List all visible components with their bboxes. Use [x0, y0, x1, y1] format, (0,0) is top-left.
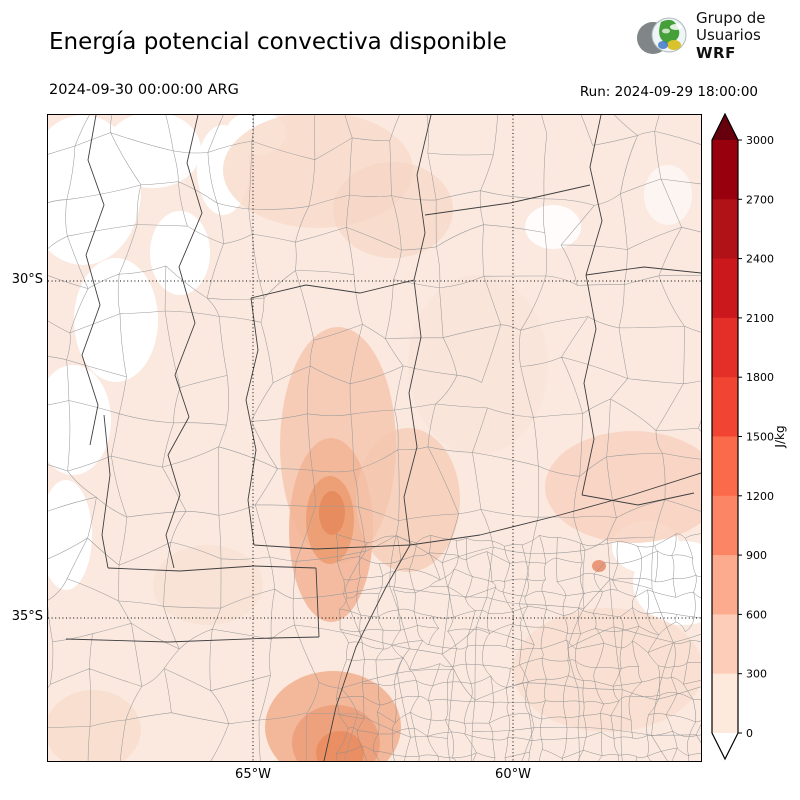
- run-time-label: Run: 2024-09-29 18:00:00: [579, 84, 758, 100]
- logo-line-3: WRF: [696, 43, 736, 62]
- cape-shading: [48, 115, 701, 761]
- map-image: [48, 115, 701, 761]
- globe-icon: [637, 17, 687, 54]
- colorbar-tick-label: 1200: [746, 490, 774, 503]
- gridlines: [48, 115, 701, 761]
- colorbar-tick-label: 1800: [746, 371, 774, 384]
- colorbar-unit-label: J/kg: [773, 425, 787, 448]
- colorbar-segment: [712, 555, 738, 615]
- colorbar-segment: [712, 140, 738, 200]
- lon-label-65w: 65°W: [235, 767, 271, 782]
- colorbar-segment: [712, 199, 738, 260]
- lat-label-35s: 35°S: [11, 609, 43, 624]
- colorbar-segment: [712, 258, 738, 319]
- colorbar-tick-label: 1500: [746, 431, 774, 444]
- colorbar-tick-label: 3000: [746, 134, 774, 147]
- logo-line-2: Usuarios: [696, 26, 761, 45]
- logo-text: Grupo de Usuarios WRF: [696, 8, 766, 62]
- colorbar-over-arrow: [712, 114, 738, 140]
- colorbar-tick-label: 300: [746, 668, 767, 681]
- page-title: Energía potencial convectiva disponible: [49, 29, 507, 55]
- colorbar-under-arrow: [712, 733, 738, 759]
- colorbar-tick-label: 900: [746, 549, 767, 562]
- colorbar-segment: [712, 317, 738, 378]
- colorbar-tick-label: 2700: [746, 193, 774, 206]
- colorbar-tick-label: 2100: [746, 312, 774, 325]
- colorbar-segment: [712, 377, 738, 438]
- map-plot: [47, 114, 702, 762]
- colorbar-segment: [712, 436, 738, 497]
- colorbar-segment: [712, 673, 738, 734]
- lon-label-60w: 60°W: [495, 767, 531, 782]
- colorbar-segment: [712, 614, 738, 675]
- wrf-logo: Grupo de Usuarios WRF: [633, 9, 766, 63]
- colorbar-tick-label: 0: [746, 727, 753, 740]
- colorbar-tick-label: 600: [746, 608, 767, 621]
- valid-time-label: 2024-09-30 00:00:00 ARG: [49, 82, 239, 98]
- logo-line-1: Grupo de: [696, 8, 766, 27]
- colorbar-segment: [712, 495, 738, 556]
- department-borders-dense: [335, 533, 701, 761]
- lat-label-30s: 30°S: [11, 272, 43, 287]
- colorbar-tick-label: 2400: [746, 253, 774, 266]
- province-borders: [65, 115, 701, 761]
- colorbar: 30002700240021001800150012009006003000J/…: [711, 112, 787, 761]
